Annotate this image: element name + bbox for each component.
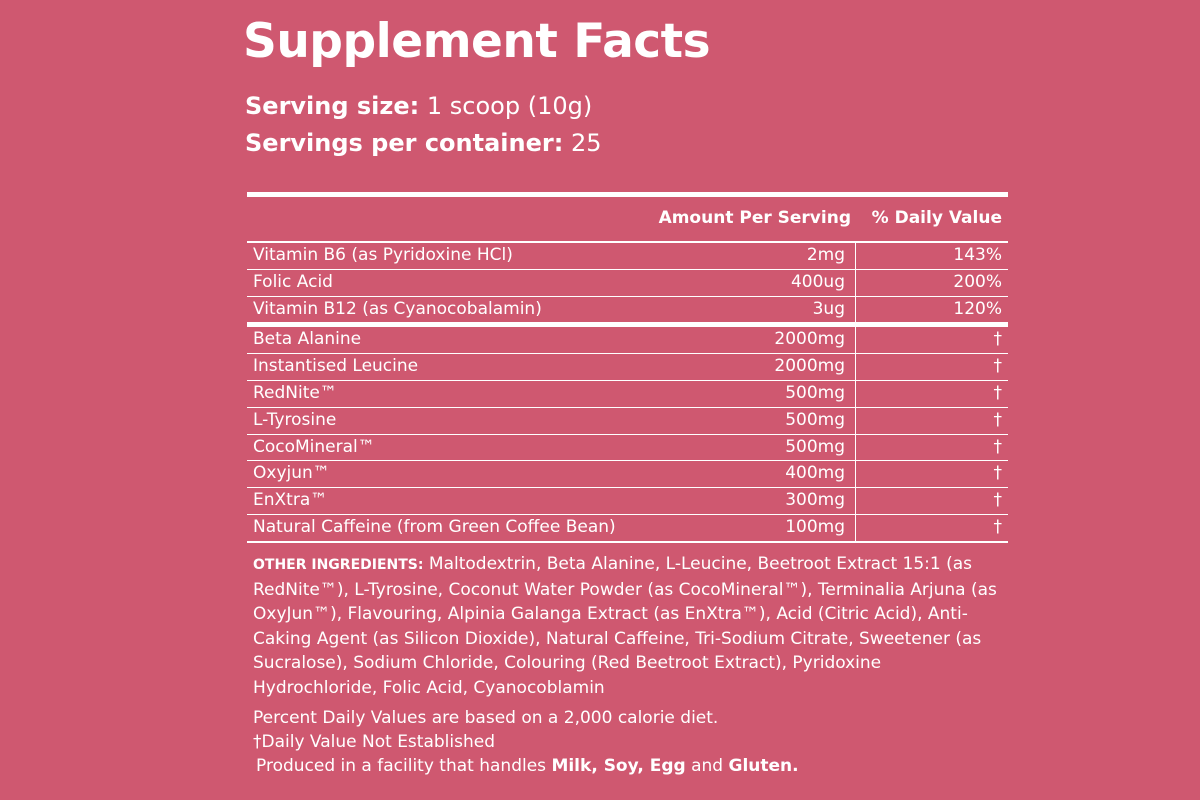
amount: 500mg [785, 409, 845, 430]
daily-value: † [993, 383, 1003, 403]
nutrient: Vitamin B12 (as Cyanocobalamin) [253, 298, 542, 319]
header: % Daily Value [871, 208, 1002, 228]
rule [247, 487, 1008, 489]
divider [855, 488, 856, 515]
daily-value: † [993, 356, 1003, 377]
label: OTHER INGREDIENTS: [253, 557, 424, 573]
other-ingredients: OTHER INGREDIENTS: Maltodextrin, Beta Al… [253, 552, 1003, 700]
value: 25 [570, 129, 602, 157]
rule [247, 514, 1008, 515]
servings: Servings per container: 25 [245, 129, 602, 157]
daily-value: † [993, 409, 1003, 430]
daily-value: † [993, 490, 1003, 511]
nutrient: Instantised Leucine [253, 356, 419, 377]
divider [855, 461, 856, 489]
amount: 500mg [785, 436, 845, 457]
amount: 500mg [785, 383, 845, 403]
divider [855, 434, 856, 462]
rule [247, 295, 1008, 297]
amount: 300mg [785, 490, 845, 511]
title: Supplement Facts [243, 14, 711, 69]
rule [247, 241, 1008, 243]
nutrient: Beta Alanine [253, 329, 362, 350]
rule [247, 433, 1008, 435]
value: 1 scoop (10g) [426, 92, 593, 120]
divider [855, 269, 856, 297]
amount: 100mg [785, 517, 845, 537]
items: Gluten. [728, 756, 799, 776]
nutrient: EnXtra™ [253, 490, 328, 511]
amount: 2mg [806, 245, 845, 265]
rule [247, 323, 1008, 328]
amount: 2000mg [774, 329, 845, 350]
rule [247, 322, 1008, 324]
footnote: †Daily Value Not Established [253, 732, 495, 752]
daily-value: † [993, 517, 1003, 537]
text: Produced in a facility that handles [256, 756, 547, 776]
text: and [691, 756, 724, 776]
divider [855, 296, 856, 324]
divider [855, 515, 856, 542]
daily-value: † [993, 329, 1003, 350]
nutrient: Oxyjun™ [253, 463, 330, 484]
rule [247, 268, 1008, 270]
items: Milk, Soy, Egg [551, 756, 686, 776]
rule [247, 192, 1008, 197]
divider [855, 381, 856, 408]
label: Serving size: [245, 92, 420, 120]
amount: 3ug [812, 298, 845, 319]
daily-value: 120% [953, 298, 1002, 319]
amount: 400mg [785, 463, 845, 484]
label: Servings per container: [245, 129, 564, 157]
divider [855, 327, 856, 355]
allergen: Produced in a facility that handles Milk… [256, 756, 799, 776]
daily-value: 200% [953, 271, 1002, 292]
rule [247, 406, 1008, 408]
divider [855, 243, 856, 270]
divider [855, 354, 856, 381]
rule [247, 460, 1008, 462]
amount: 400ug [790, 271, 845, 292]
footnote: Percent Daily Values are based on a 2,00… [253, 708, 719, 728]
nutrient: L-Tyrosine [253, 409, 337, 430]
text: Maltodextrin, Beta Alanine, L-Leucine, B… [253, 554, 997, 698]
rule [247, 540, 1008, 543]
rule [247, 380, 1008, 381]
nutrient: Folic Acid [253, 271, 333, 292]
nutrient: Natural Caffeine (from Green Coffee Bean… [253, 517, 616, 537]
header: Amount Per Serving [658, 208, 851, 228]
rule [247, 353, 1008, 355]
divider [855, 407, 856, 435]
amount: 2000mg [774, 356, 845, 377]
nutrient: RedNite™ [253, 383, 337, 403]
nutrient: Vitamin B6 (as Pyridoxine HCl) [253, 245, 513, 265]
nutrient: CocoMineral™ [253, 436, 375, 457]
daily-value: † [993, 436, 1003, 457]
daily-value: 143% [953, 245, 1002, 265]
daily-value: † [993, 463, 1003, 484]
serving-size: Serving size: 1 scoop (10g) [245, 92, 592, 120]
